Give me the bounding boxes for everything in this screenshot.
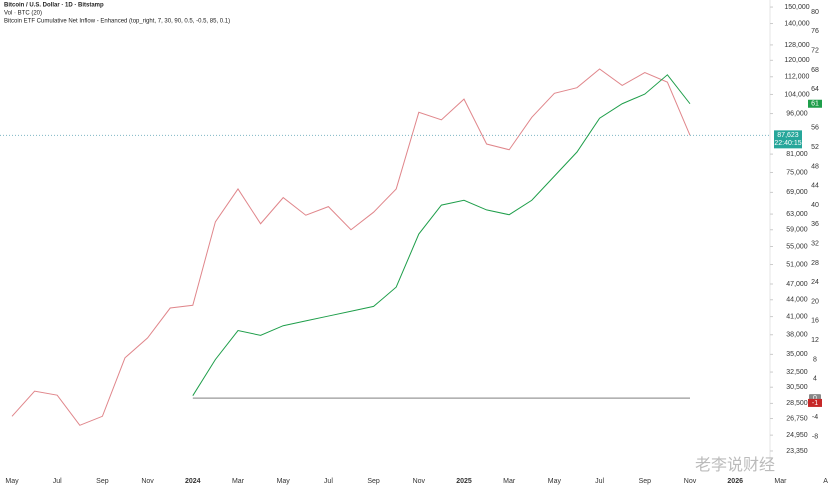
y-tick-label: 112,000 [785,74,810,81]
y-tick-label: 59,000 [786,227,808,234]
y2-tick-label: 24 [811,279,819,286]
y2-tick-label: 36 [811,221,819,228]
x-tick-label: Nov [413,478,426,485]
y2-tick-label: 8 [813,356,817,363]
y2-tick-label: 16 [811,318,819,325]
x-tick-label: Mar [503,478,516,485]
y-tick-label: 35,000 [786,351,808,358]
x-tick-label: May [548,478,562,485]
y-tick-label: 28,500 [786,400,808,407]
y-tick-label: 51,000 [786,261,808,268]
y-tick-label: 104,000 [784,91,809,98]
x-tick-label: Sep [367,478,380,485]
y-tick-label: 128,000 [784,42,809,49]
y-tick-label: 26,750 [786,415,808,422]
x-tick-label: Nov [684,478,697,485]
y2-tick-label: 4 [813,376,817,383]
y-tick-label: 30,500 [786,384,808,391]
x-tick-label: Sep [96,478,109,485]
y-tick-label: 120,000 [784,57,809,64]
x-tick-label: Nov [141,478,154,485]
y-tick-label: 55,000 [786,243,808,250]
x-tick-label: Jul [324,478,333,485]
series-line [192,74,691,396]
last-value-label: 61 [811,101,819,108]
y-tick-label: 24,950 [786,432,808,439]
y-tick-label: 44,000 [786,297,808,304]
y2-tick-label: 12 [811,337,819,344]
y-tick-label: 32,500 [786,369,808,376]
x-tick-label: May [5,478,19,485]
y-tick-label: 140,000 [784,20,809,27]
flow-label: -1 [812,400,818,407]
y2-tick-label: 52 [811,144,819,151]
y2-tick-label: 48 [811,163,819,170]
y-tick-label: 41,000 [786,313,808,320]
y2-tick-label: -8 [812,434,818,441]
y-tick-label: 38,000 [786,332,808,339]
y-tick-label: 69,000 [786,189,808,196]
y2-tick-label: 44 [811,183,819,190]
y-tick-label: 75,000 [786,169,808,176]
x-tick-label: Sep [639,478,652,485]
last-value-box [808,99,822,108]
x-tick-label: Mar [232,478,245,485]
y2-tick-label: 72 [811,48,819,55]
y2-tick-label: 40 [811,202,819,209]
x-tick-label: 2024 [185,478,201,485]
y2-tick-label: 68 [811,67,819,74]
x-tick-label: Mar [774,478,787,485]
y-tick-label: 23,350 [786,448,808,455]
y2-tick-label: 28 [811,260,819,267]
countdown: 22:40:15 [774,140,801,147]
indicator-label: Bitcoin ETF Cumulative Net Inflow - Enha… [4,19,230,25]
y2-tick-label: 76 [811,28,819,35]
y2-tick-label: 20 [811,298,819,305]
x-tick-label: Jul [53,478,62,485]
x-tick-label: Jul [595,478,604,485]
y-tick-label: 63,000 [786,211,808,218]
flow-box [808,398,822,407]
y2-tick-label: 32 [811,241,819,248]
y-tick-label: 47,000 [786,281,808,288]
chart-title: Bitcoin / U.S. Dollar · 1D · Bitstamp [4,3,104,9]
y2-tick-label: 64 [811,86,819,93]
x-tick-label: A [823,478,828,485]
y2-tick-label: 56 [811,125,819,132]
x-tick-label: 2026 [727,478,743,485]
x-tick-label: 2025 [456,478,472,485]
y-tick-label: 81,000 [786,151,808,158]
y2-tick-label: 80 [811,9,819,16]
x-tick-label: May [277,478,291,485]
last-price-label: 87,623 [777,132,799,139]
y2-tick-label: -4 [812,414,818,421]
last-price-box [774,130,802,149]
volume-label: Vol · BTC (20) [4,11,42,17]
y2-tick-label: 0 [813,395,817,402]
y-tick-label: 150,000 [784,4,809,11]
watermark: 老李说财经 [695,456,775,474]
y-tick-label: 96,000 [786,110,808,117]
series-line [11,68,691,426]
